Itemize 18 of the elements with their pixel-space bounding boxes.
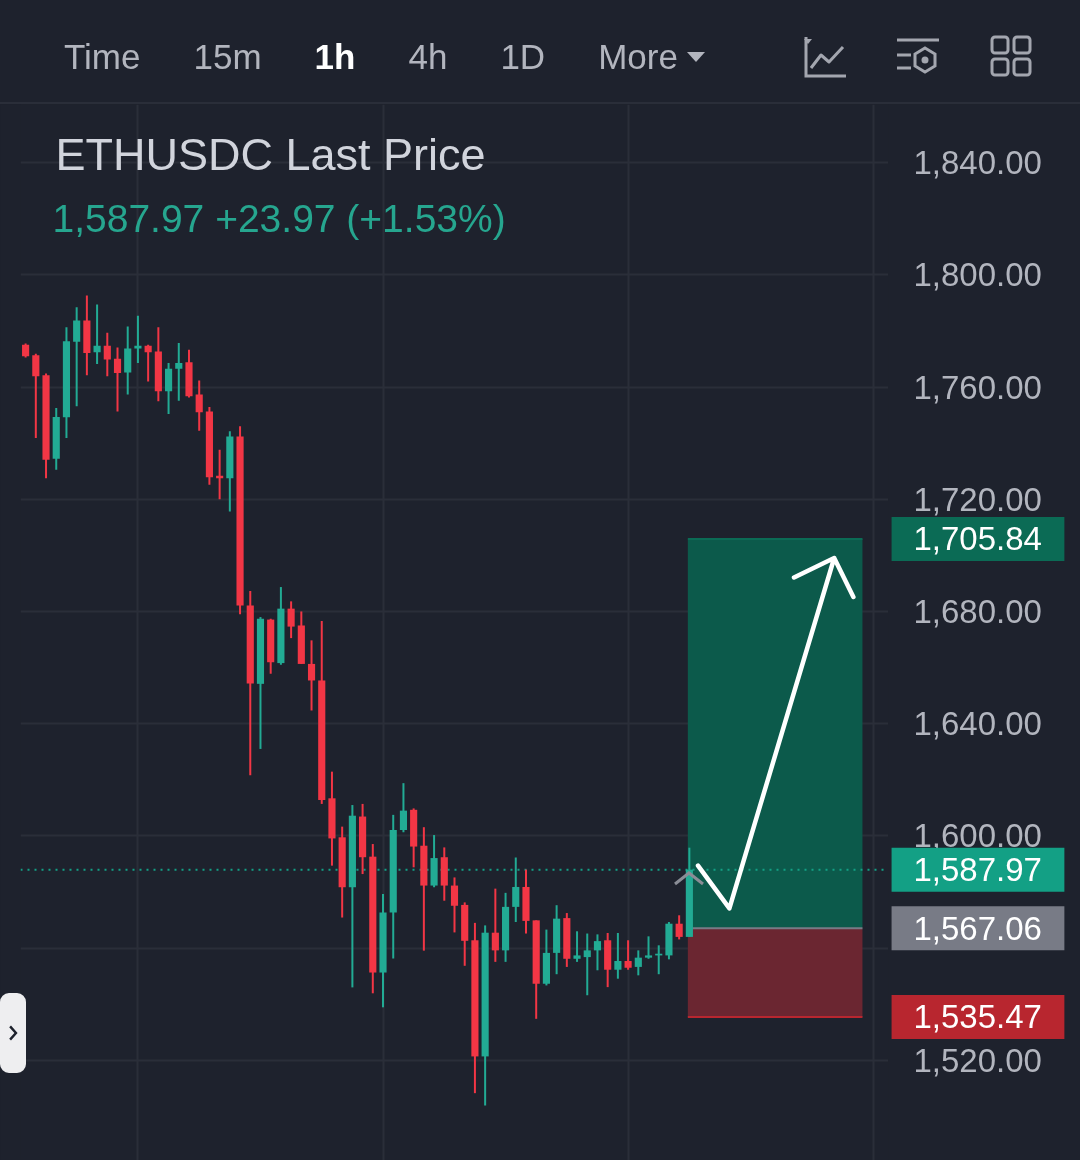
text: 4h xyxy=(408,36,448,78)
text: Time xyxy=(64,36,141,78)
y-tick-label: 1,840.00 xyxy=(913,144,1042,182)
y-tick-label: 1,520.00 xyxy=(913,1041,1042,1079)
text: 1D xyxy=(500,36,546,78)
ref-line-label: 1,705.84 xyxy=(913,520,1042,558)
text: 1h xyxy=(314,36,356,78)
text: ETHUSDC Last Price xyxy=(55,129,486,180)
ref-line-label: 1,567.06 xyxy=(913,909,1042,947)
y-tick-label: 1,720.00 xyxy=(913,480,1042,518)
y-tick-label: 1,760.00 xyxy=(913,368,1042,406)
y-tick-label: 1,800.00 xyxy=(913,256,1042,294)
y-tick-label: 1,680.00 xyxy=(913,592,1042,630)
ref-line-label: 1,535.47 xyxy=(913,998,1042,1036)
text: More xyxy=(598,36,679,78)
text: 1,587.97 +23.97 (+1.53%) xyxy=(52,197,506,240)
text: 15m xyxy=(193,36,262,78)
y-tick-label: 1,640.00 xyxy=(913,705,1042,743)
